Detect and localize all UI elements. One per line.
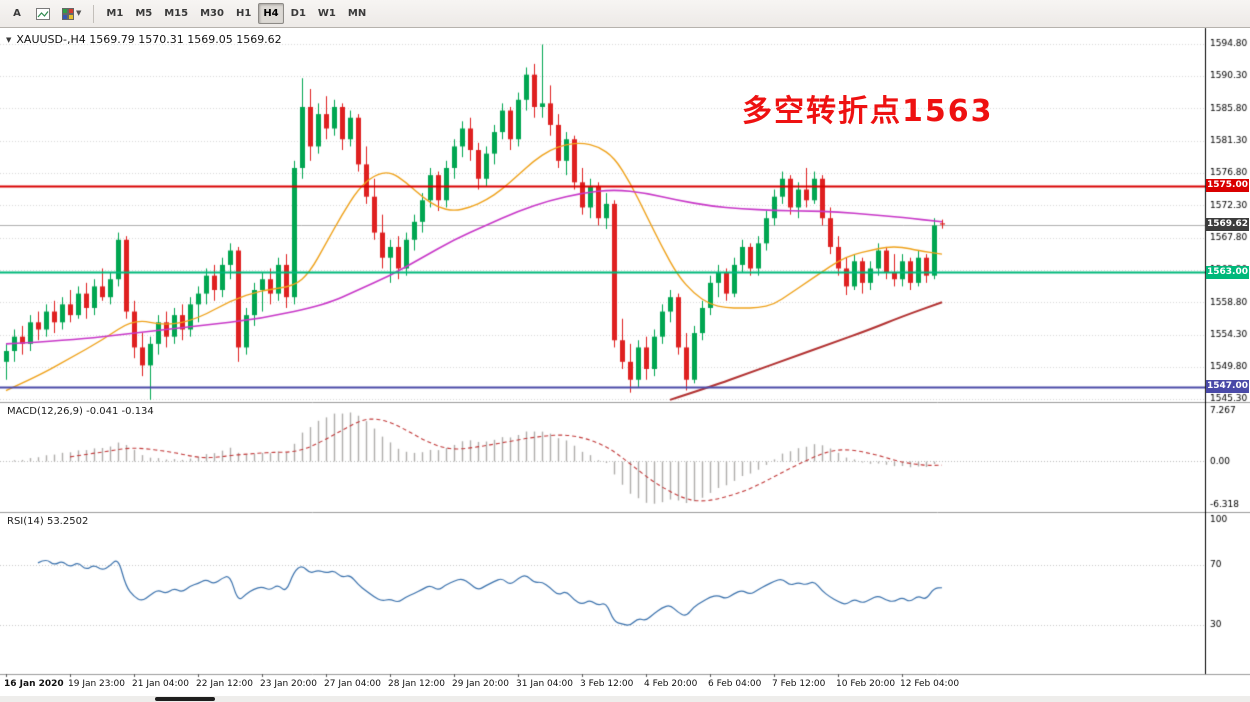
time-axis-label: 22 Jan 12:00	[196, 679, 253, 689]
time-axis-label: 12 Feb 04:00	[900, 679, 960, 689]
tab-timeframe-h4[interactable]: H4	[258, 3, 284, 24]
price-badge-hline-1: 1563.00	[1206, 265, 1249, 279]
tab-timeframe-w1[interactable]: W1	[313, 3, 341, 24]
colors-dropdown-button[interactable]: ▼	[57, 3, 86, 24]
chart-template-button[interactable]	[31, 3, 55, 24]
tab-timeframe-h1[interactable]: H1	[231, 3, 256, 24]
time-axis-label: 16 Jan 2020	[4, 679, 64, 689]
time-axis-label: 29 Jan 20:00	[452, 679, 509, 689]
price-badge-hline-0: 1575.00	[1206, 179, 1249, 193]
tab-timeframe-m15[interactable]: M15	[159, 3, 193, 24]
chart-annotation-text: 多空转折点1563	[742, 94, 994, 129]
tab-timeframe-m30[interactable]: M30	[195, 3, 229, 24]
tab-timeframe-d1[interactable]: D1	[286, 3, 311, 24]
time-axis-label: 6 Feb 04:00	[708, 679, 762, 689]
time-axis-label: 7 Feb 12:00	[772, 679, 826, 689]
symbol-dropdown-icon[interactable]: ▼	[6, 35, 12, 44]
rsi-indicator-label: RSI(14) 53.2502	[7, 516, 89, 527]
time-axis-label: 19 Jan 23:00	[68, 679, 125, 689]
price-badge-hline-2: 1547.00	[1206, 380, 1249, 394]
chart-title: ▼ XAUUSD-,H4 1569.79 1570.31 1569.05 156…	[6, 33, 282, 46]
time-axis[interactable]: 16 Jan 2020 19 Jan 23:00 21 Jan 04:00 22 Ja…	[0, 674, 1205, 696]
time-axis-label: 31 Jan 04:00	[516, 679, 573, 689]
time-axis-label: 4 Feb 20:00	[644, 679, 698, 689]
toolbar-separator	[93, 4, 95, 23]
chart-image-icon	[36, 7, 50, 20]
toolbar: A ▼ M1 M5 M15 M30 H1 H4 D1 W1 MN	[0, 0, 1250, 28]
chevron-down-icon: ▼	[76, 9, 82, 17]
time-axis-label: 27 Jan 04:00	[324, 679, 381, 689]
symbol-ohlc-text: XAUUSD-,H4 1569.79 1570.31 1569.05 1569.…	[16, 33, 282, 46]
annotations-tool-button[interactable]: A	[5, 3, 29, 24]
macd-indicator-label: MACD(12,26,9) -0.041 -0.134	[7, 406, 154, 417]
price-badge-current: 1569.62	[1206, 218, 1249, 232]
tab-timeframe-mn[interactable]: MN	[343, 3, 371, 24]
time-axis-label: 3 Feb 12:00	[580, 679, 634, 689]
status-strip-indicator	[155, 697, 215, 701]
palette-icon	[62, 7, 74, 20]
tab-timeframe-m5[interactable]: M5	[130, 3, 157, 24]
tab-timeframe-m1[interactable]: M1	[101, 3, 128, 24]
time-axis-label: 28 Jan 12:00	[388, 679, 445, 689]
time-axis-label: 23 Jan 20:00	[260, 679, 317, 689]
time-axis-label: 10 Feb 20:00	[836, 679, 896, 689]
price-axis[interactable]	[1205, 28, 1250, 674]
status-strip	[0, 696, 1250, 702]
time-axis-label: 21 Jan 04:00	[132, 679, 189, 689]
